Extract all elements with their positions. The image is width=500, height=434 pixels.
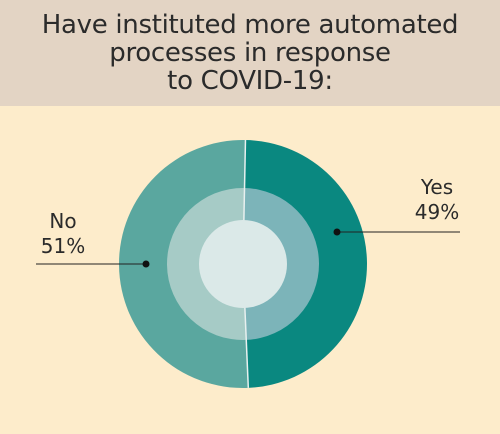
yes-leader-dot — [333, 228, 341, 236]
yes-value-label: 49% — [415, 200, 459, 224]
no-category-label: No — [49, 209, 76, 233]
yes-category-label: Yes — [420, 175, 453, 199]
no-leader-dot — [142, 260, 150, 268]
no-value-label: 51% — [41, 234, 85, 258]
chart-title: Have instituted more automated processes… — [41, 10, 459, 96]
title-banner: Have instituted more automated processes… — [0, 0, 500, 106]
donut-center — [199, 220, 287, 308]
